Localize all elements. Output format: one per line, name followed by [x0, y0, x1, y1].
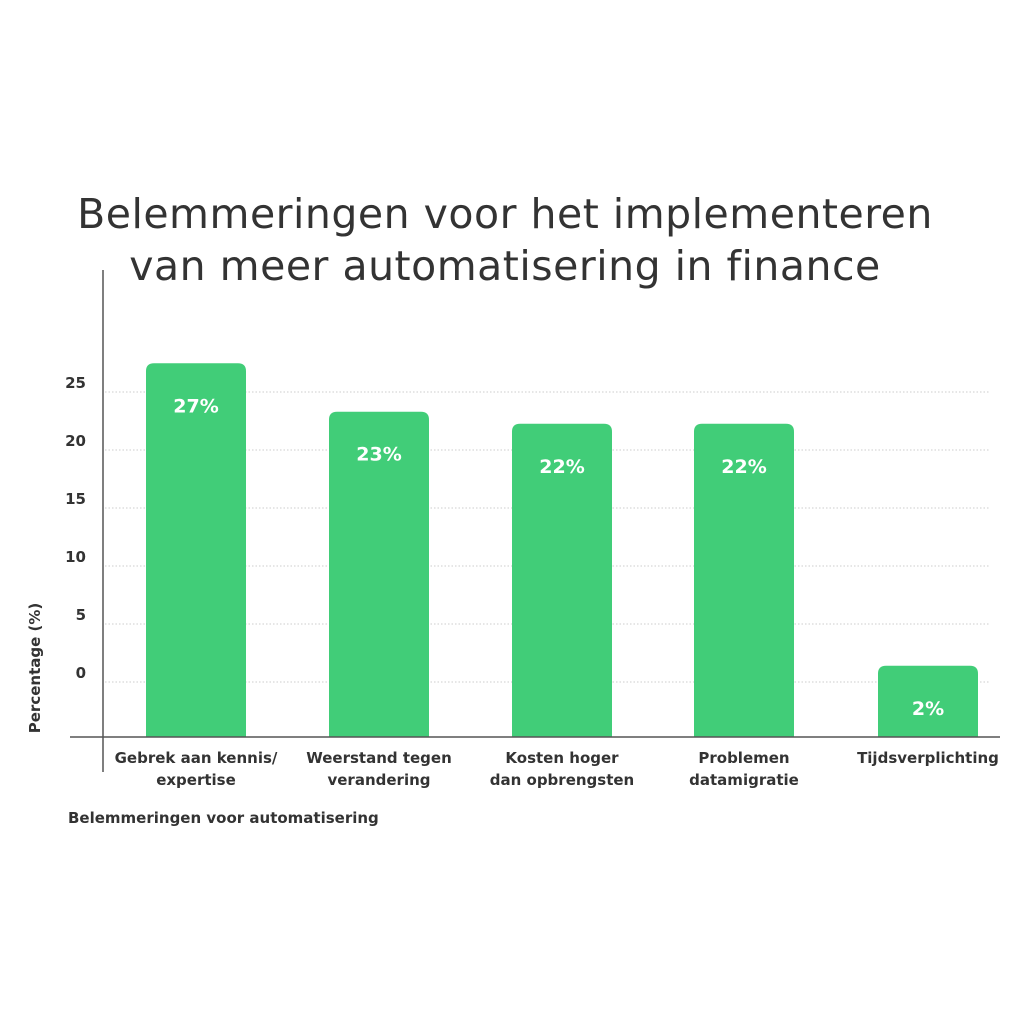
x-tick-label: Kosten hoger	[505, 749, 619, 767]
x-tick-label: datamigratie	[689, 771, 799, 789]
x-tick-label: Tijdsverplichting	[857, 749, 999, 767]
y-tick-label: 10	[65, 548, 86, 566]
y-axis-label: Percentage (%)	[26, 603, 44, 733]
data-label: 27%	[173, 395, 218, 417]
y-tick-label: 0	[76, 664, 86, 682]
bars: 27% Gebrek aan kennis/expertise 23% Weersta…	[115, 363, 999, 789]
bar	[329, 411, 429, 737]
bar	[146, 363, 246, 737]
data-label: 22%	[539, 456, 584, 478]
y-tick-label: 25	[65, 374, 86, 392]
data-label: 22%	[721, 456, 766, 478]
chart-title-line: van meer automatisering in finance	[129, 242, 881, 290]
y-tick-label: 15	[65, 490, 86, 508]
x-tick-label: expertise	[156, 771, 236, 789]
y-tick-label: 5	[76, 606, 86, 624]
data-label: 2%	[912, 698, 944, 720]
x-tick-label: dan opbrengsten	[490, 771, 634, 789]
x-tick-label: Gebrek aan kennis/	[115, 749, 278, 767]
y-tick-label: 20	[65, 432, 86, 450]
chart-title-line: Belemmeringen voor het implementeren	[77, 190, 933, 238]
x-axis-label: Belemmeringen voor automatisering	[68, 809, 379, 827]
chart-title: Belemmeringen voor het implementeren van…	[0, 188, 1010, 292]
bar	[878, 665, 978, 737]
x-tick-label: verandering	[327, 771, 430, 789]
bar	[694, 423, 794, 737]
data-label: 23%	[356, 444, 401, 466]
bar	[512, 423, 612, 737]
x-tick-label: Problemen	[698, 749, 789, 767]
x-tick-label: Weerstand tegen	[306, 749, 452, 767]
